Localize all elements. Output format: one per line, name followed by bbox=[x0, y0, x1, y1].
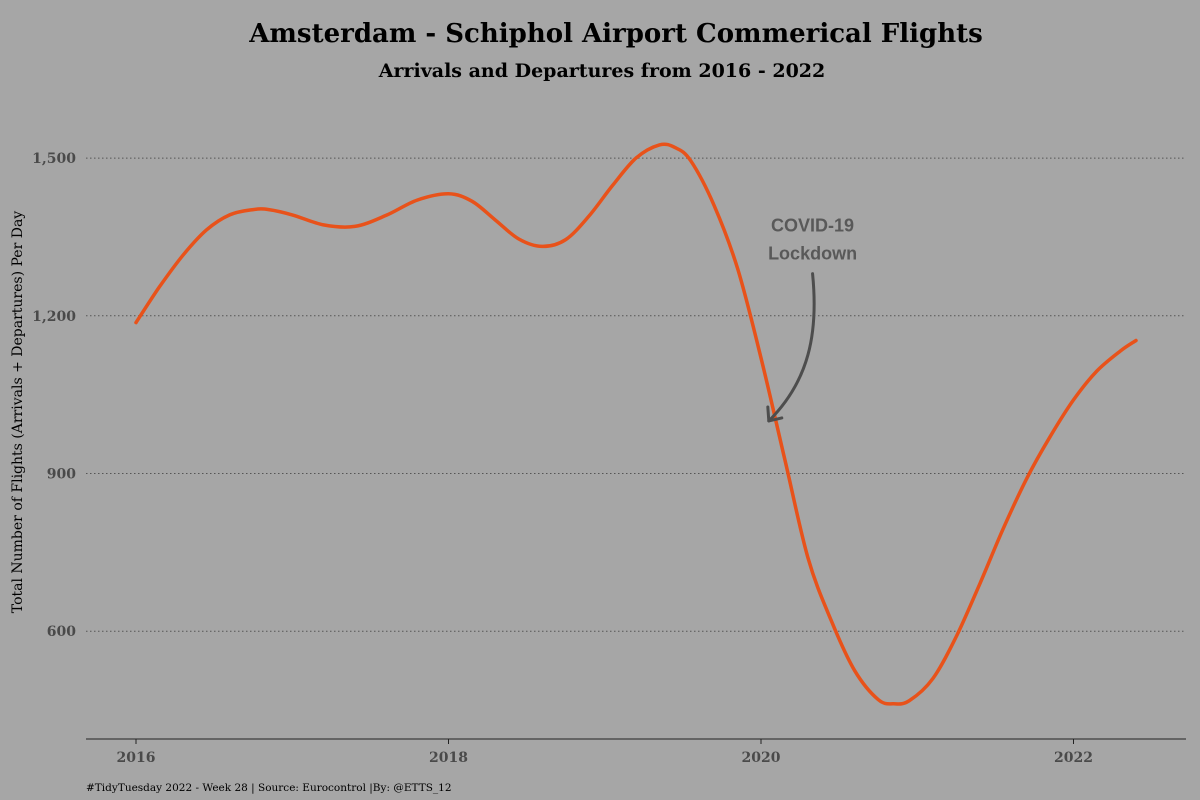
x-tick-label: 2016 bbox=[117, 750, 156, 766]
y-tick-label: 1,200 bbox=[32, 309, 76, 325]
annotation-layer: COVID-19 Lockdown bbox=[766, 216, 857, 423]
series-layer bbox=[134, 142, 1138, 706]
x-tick-label: 2018 bbox=[429, 750, 468, 766]
x-tick-label: 2022 bbox=[1054, 750, 1093, 766]
chart-title: Amsterdam - Schiphol Airport Commerical … bbox=[248, 19, 983, 49]
caption: #TidyTuesday 2022 - Week 28 | Source: Eu… bbox=[86, 782, 452, 795]
annotation-text: Lockdown bbox=[768, 244, 857, 264]
y-tick-label: 1,500 bbox=[32, 151, 76, 167]
y-tick-label: 900 bbox=[47, 467, 76, 483]
series-line bbox=[134, 142, 1138, 706]
x-tick-label: 2020 bbox=[742, 750, 781, 766]
annotation-arrow bbox=[767, 272, 816, 423]
grid-layer bbox=[86, 157, 1186, 632]
chart-subtitle: Arrivals and Departures from 2016 - 2022 bbox=[378, 60, 826, 82]
annotation-arrowhead bbox=[766, 405, 784, 423]
y-axis-label: Total Number of Flights (Arrivals + Depa… bbox=[10, 211, 26, 613]
annotation-text: COVID-19 bbox=[771, 216, 854, 236]
y-tick-label: 600 bbox=[47, 624, 76, 640]
axis-layer: 600 900 1,200 1,500 2016 2018 2020 2022 bbox=[32, 151, 1186, 766]
